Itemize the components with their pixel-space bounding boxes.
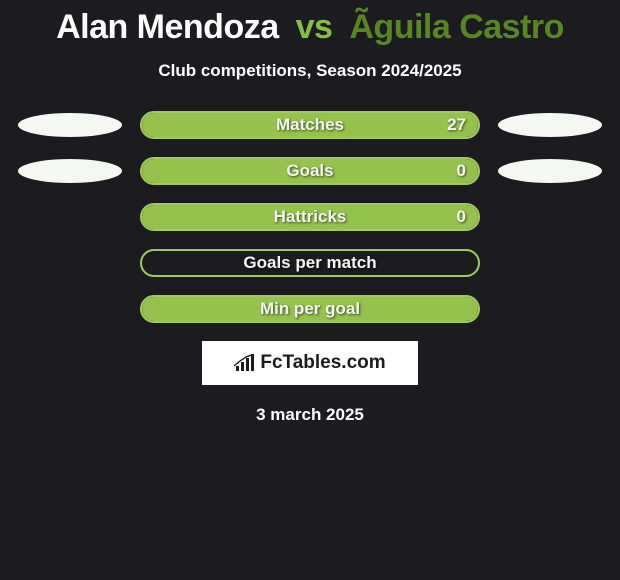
stat-bar: Goals per match [140,249,480,277]
left-marker [18,205,122,229]
stat-row: Goals per match [0,249,620,277]
stat-label: Min per goal [140,295,480,323]
left-marker [18,159,122,183]
stat-row: Min per goal [0,295,620,323]
right-marker [498,297,602,321]
stat-row: Hattricks0 [0,203,620,231]
stats-list: Matches27Goals0Hattricks0Goals per match… [0,111,620,323]
stat-bar: Hattricks0 [140,203,480,231]
brand-logo[interactable]: FcTables.com [202,341,418,385]
right-marker [498,251,602,275]
subtitle: Club competitions, Season 2024/2025 [0,61,620,81]
right-marker [498,205,602,229]
right-marker [498,159,602,183]
date-label: 3 march 2025 [0,405,620,425]
stat-label: Goals [140,157,480,185]
stat-label: Hattricks [140,203,480,231]
stat-value-right: 27 [447,111,466,139]
stat-row: Matches27 [0,111,620,139]
stat-label: Goals per match [140,249,480,277]
player1-name: Alan Mendoza [56,8,279,46]
right-marker [498,113,602,137]
bar-chart-icon [234,354,256,372]
brand-logo-text: FcTables.com [234,352,385,374]
left-marker [18,113,122,137]
left-marker [18,297,122,321]
stat-label: Matches [140,111,480,139]
brand-logo-label: FcTables.com [260,352,385,374]
stat-bar: Min per goal [140,295,480,323]
stats-widget: Alan Mendoza vs Ãguila Castro Club compe… [0,0,620,580]
stat-value-right: 0 [457,157,466,185]
left-marker [18,251,122,275]
stat-bar: Goals0 [140,157,480,185]
title: Alan Mendoza vs Ãguila Castro [0,8,620,47]
stat-value-right: 0 [457,203,466,231]
stat-row: Goals0 [0,157,620,185]
stat-bar: Matches27 [140,111,480,139]
player2-name: Ãguila Castro [349,8,564,46]
vs-separator: vs [296,8,333,46]
